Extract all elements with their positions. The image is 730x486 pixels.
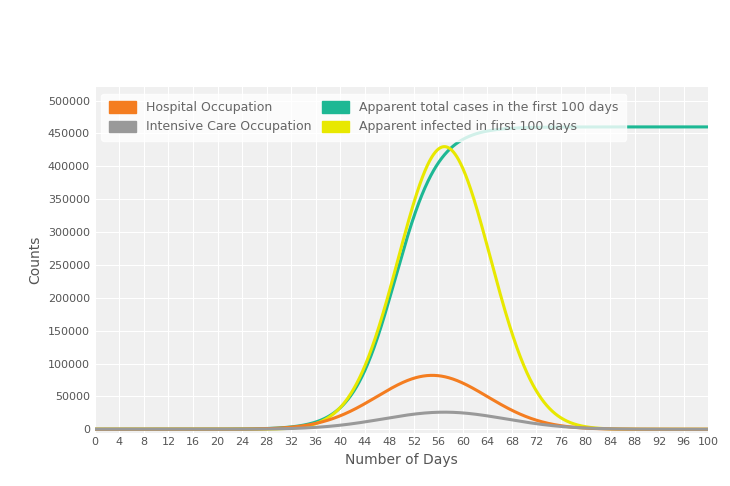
X-axis label: Number of Days: Number of Days bbox=[345, 453, 458, 467]
Legend: Hospital Occupation, Intensive Care Occupation, Apparent total cases in the firs: Hospital Occupation, Intensive Care Occu… bbox=[101, 94, 626, 141]
Y-axis label: Counts: Counts bbox=[28, 236, 42, 284]
